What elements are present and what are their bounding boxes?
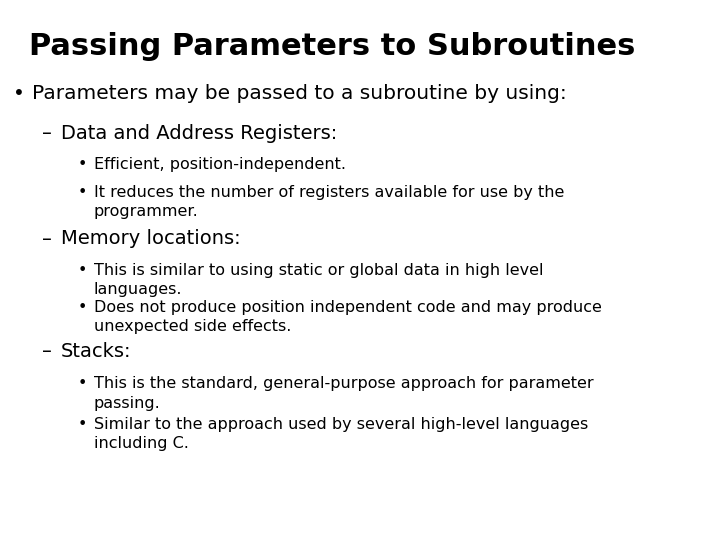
Text: •: • [78, 417, 87, 432]
Text: •: • [78, 300, 87, 315]
Text: •: • [78, 157, 87, 172]
Text: •: • [78, 263, 87, 278]
Text: •: • [78, 376, 87, 392]
Text: –: – [42, 230, 52, 248]
Text: Similar to the approach used by several high-level languages
including C.: Similar to the approach used by several … [94, 417, 588, 451]
Text: Data and Address Registers:: Data and Address Registers: [61, 124, 338, 143]
Text: •: • [13, 84, 24, 103]
Text: It reduces the number of registers available for use by the
programmer.: It reduces the number of registers avail… [94, 185, 564, 219]
Text: Passing Parameters to Subroutines: Passing Parameters to Subroutines [29, 32, 635, 62]
Text: Efficient, position-independent.: Efficient, position-independent. [94, 157, 346, 172]
Text: –: – [42, 124, 52, 143]
Text: –: – [42, 342, 52, 361]
Text: Stacks:: Stacks: [61, 342, 132, 361]
Text: This is similar to using static or global data in high level
languages.: This is similar to using static or globa… [94, 263, 543, 297]
Text: •: • [78, 185, 87, 200]
Text: Does not produce position independent code and may produce
unexpected side effec: Does not produce position independent co… [94, 300, 601, 334]
Text: Memory locations:: Memory locations: [61, 230, 240, 248]
Text: Parameters may be passed to a subroutine by using:: Parameters may be passed to a subroutine… [32, 84, 567, 103]
Text: This is the standard, general-purpose approach for parameter
passing.: This is the standard, general-purpose ap… [94, 376, 593, 410]
